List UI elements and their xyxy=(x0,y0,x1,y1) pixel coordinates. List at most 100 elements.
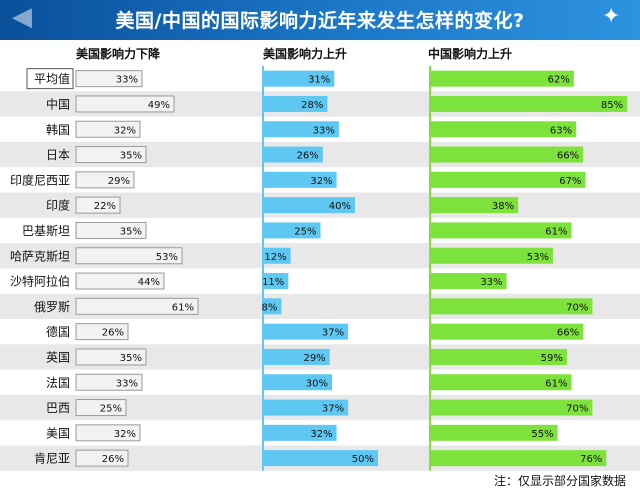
sparkle-icon: ✦ xyxy=(602,4,621,29)
bar-us-rise xyxy=(263,95,328,112)
bar-china-rise xyxy=(430,171,586,188)
value-label-us-rise: 11% xyxy=(262,277,284,288)
bar-decline xyxy=(75,449,129,467)
value-label-decline: 44% xyxy=(138,277,160,288)
bar-us-rise xyxy=(263,298,282,315)
bar-china-rise xyxy=(430,273,507,290)
value-label-china-rise: 61% xyxy=(545,226,567,237)
bar-decline xyxy=(75,348,147,366)
value-label-us-rise: 30% xyxy=(306,378,328,389)
value-label-china-rise: 33% xyxy=(480,277,502,288)
category-label: 巴基斯坦 xyxy=(22,224,70,238)
bar-decline xyxy=(75,247,183,265)
value-label-us-rise: 12% xyxy=(264,252,286,263)
bar-us-rise xyxy=(263,146,323,163)
value-label-decline: 53% xyxy=(156,252,178,263)
value-label-decline: 22% xyxy=(94,201,116,212)
category-label: 印度 xyxy=(46,198,70,213)
bar-china-rise xyxy=(430,197,519,214)
left-ornament-icon: ◀ xyxy=(12,2,32,32)
bar-china-rise xyxy=(430,95,628,112)
value-label-decline: 33% xyxy=(116,378,138,389)
value-label-china-rise: 70% xyxy=(566,302,588,313)
bar-decline xyxy=(75,272,165,290)
bar-china-rise xyxy=(430,70,574,87)
value-label-decline: 35% xyxy=(120,226,142,237)
average-label-box xyxy=(26,68,74,90)
category-label: 德国 xyxy=(46,324,70,339)
value-label-decline: 26% xyxy=(102,328,124,339)
bar-us-rise xyxy=(263,323,349,340)
bar-china-rise xyxy=(430,374,572,391)
bar-us-rise xyxy=(263,273,289,290)
value-label-china-rise: 85% xyxy=(601,100,623,111)
bar-decline xyxy=(75,323,129,341)
value-label-us-rise: 33% xyxy=(313,125,335,136)
value-label-us-rise: 37% xyxy=(322,328,344,339)
bar-decline xyxy=(75,95,175,113)
bar-us-rise xyxy=(263,171,337,188)
series-header-china-rise: 中国影响力上升 xyxy=(428,46,512,61)
value-label-china-rise: 70% xyxy=(566,404,588,415)
value-label-china-rise: 76% xyxy=(580,454,602,465)
bar-decline xyxy=(75,221,147,239)
bar-decline xyxy=(75,70,143,88)
category-label: 肯尼亚 xyxy=(34,452,70,466)
value-label-us-rise: 37% xyxy=(322,404,344,415)
value-label-decline: 35% xyxy=(120,353,142,364)
bar-us-rise xyxy=(263,222,321,239)
value-label-china-rise: 66% xyxy=(557,151,579,162)
bar-decline xyxy=(75,196,121,214)
bar-us-rise xyxy=(263,374,332,391)
value-label-china-rise: 63% xyxy=(550,125,572,136)
bar-us-rise xyxy=(263,197,355,214)
value-label-decline: 32% xyxy=(114,125,136,136)
bar-decline xyxy=(75,120,141,138)
bar-decline xyxy=(75,373,143,391)
value-label-china-rise: 53% xyxy=(527,252,549,263)
category-label: 印度尼西亚 xyxy=(10,172,70,187)
category-label: 韩国 xyxy=(46,122,70,137)
bar-china-rise xyxy=(430,450,607,467)
bar-us-rise xyxy=(263,121,339,138)
title-bar: ◀ 美国/中国的国际影响力近年来发生怎样的变化? ✦ xyxy=(0,0,640,40)
chart-title: 美国/中国的国际影响力近年来发生怎样的变化? xyxy=(115,10,525,32)
value-label-china-rise: 66% xyxy=(557,328,579,339)
bar-decline xyxy=(75,171,135,189)
value-label-china-rise: 59% xyxy=(541,353,563,364)
bar-china-rise xyxy=(430,222,572,239)
bar-china-rise xyxy=(430,121,577,138)
value-label-china-rise: 38% xyxy=(492,201,514,212)
value-label-decline: 25% xyxy=(100,404,122,415)
bar-china-rise xyxy=(430,298,593,315)
bar-us-rise xyxy=(263,450,378,467)
category-label: 沙特阿拉伯 xyxy=(10,274,70,289)
value-label-us-rise: 32% xyxy=(310,429,332,440)
bar-china-rise xyxy=(430,146,584,163)
bar-us-rise xyxy=(263,424,337,441)
bar-china-rise xyxy=(430,323,584,340)
value-label-china-rise: 67% xyxy=(559,176,581,187)
bar-decline xyxy=(75,297,199,315)
bar-us-rise xyxy=(263,247,291,264)
category-label: 法国 xyxy=(46,376,70,390)
bar-china-rise xyxy=(430,399,593,416)
category-label: 哈萨克斯坦 xyxy=(10,249,70,263)
value-label-decline: 49% xyxy=(148,100,170,111)
bar-us-rise xyxy=(263,399,349,416)
category-label: 平均值 xyxy=(34,71,70,86)
value-label-us-rise: 32% xyxy=(310,176,332,187)
value-label-us-rise: 31% xyxy=(308,75,330,86)
footnote: 注：仅显示部分国家数据 xyxy=(493,474,626,488)
category-label: 英国 xyxy=(46,350,70,364)
value-label-china-rise: 62% xyxy=(548,75,570,86)
category-label: 俄罗斯 xyxy=(34,300,70,314)
value-label-us-rise: 28% xyxy=(301,100,323,111)
value-label-china-rise: 61% xyxy=(545,378,567,389)
value-label-us-rise: 8% xyxy=(262,302,278,313)
value-label-decline: 32% xyxy=(114,429,136,440)
value-label-us-rise: 50% xyxy=(352,454,374,465)
value-label-decline: 29% xyxy=(108,176,130,187)
bar-us-rise xyxy=(263,348,330,365)
bar-china-rise xyxy=(430,348,567,365)
